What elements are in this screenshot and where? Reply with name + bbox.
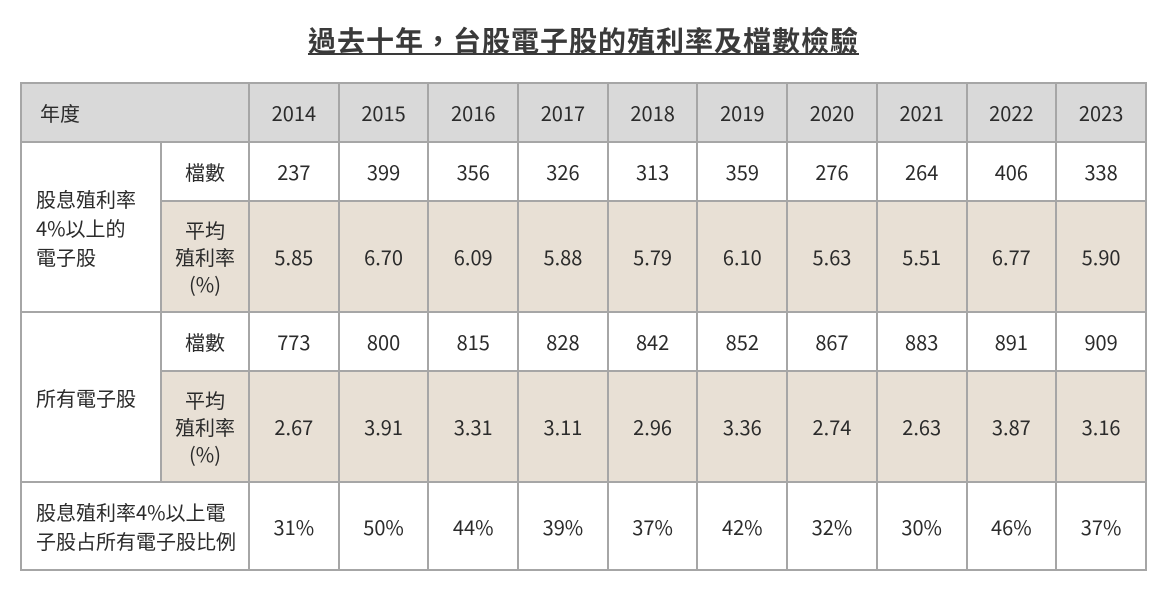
data-cell: 42% [697,482,787,570]
table-row: 股息殖利率4%以上電子股占所有電子股比例31%50%44%39%37%42%32… [21,482,1146,570]
table-row: 平均殖利率(%)5.856.706.095.885.796.105.635.51… [21,201,1146,312]
data-cell: 31% [249,482,339,570]
data-cell: 5.85 [249,201,339,312]
data-cell: 50% [339,482,429,570]
year-header: 2023 [1056,83,1146,142]
year-header: 2018 [608,83,698,142]
sub-count-label: 檔數 [161,142,249,201]
sub-count-label: 檔數 [161,312,249,371]
ratio-label: 股息殖利率4%以上電子股占所有電子股比例 [21,482,249,570]
data-cell: 909 [1056,312,1146,371]
data-cell: 399 [339,142,429,201]
table-row: 平均殖利率(%)2.673.913.313.112.963.362.742.63… [21,371,1146,482]
data-cell: 2.67 [249,371,339,482]
data-cell: 828 [518,312,608,371]
data-cell: 842 [608,312,698,371]
year-label: 年度 [21,83,249,142]
data-cell: 313 [608,142,698,201]
data-cell: 773 [249,312,339,371]
year-header: 2014 [249,83,339,142]
data-cell: 3.16 [1056,371,1146,482]
sub-yield-label: 平均殖利率(%) [161,371,249,482]
data-cell: 5.90 [1056,201,1146,312]
data-cell: 852 [697,312,787,371]
data-cell: 867 [787,312,877,371]
data-cell: 6.09 [428,201,518,312]
page-title: 過去十年，台股電子股的殖利率及檔數檢驗 [20,20,1147,60]
data-cell: 3.91 [339,371,429,482]
data-cell: 264 [877,142,967,201]
table-header-row: 年度20142015201620172018201920202021202220… [21,83,1146,142]
year-header: 2019 [697,83,787,142]
year-header: 2022 [967,83,1057,142]
table-row: 股息殖利率4%以上的電子股檔數2373993563263133592762644… [21,142,1146,201]
table-row: 所有電子股檔數773800815828842852867883891909 [21,312,1146,371]
data-cell: 6.10 [697,201,787,312]
data-cell: 39% [518,482,608,570]
data-cell: 338 [1056,142,1146,201]
year-header: 2020 [787,83,877,142]
data-cell: 406 [967,142,1057,201]
data-cell: 37% [1056,482,1146,570]
data-cell: 5.79 [608,201,698,312]
sub-yield-label: 平均殖利率(%) [161,201,249,312]
data-cell: 3.87 [967,371,1057,482]
data-cell: 276 [787,142,877,201]
data-cell: 5.63 [787,201,877,312]
data-cell: 3.36 [697,371,787,482]
data-cell: 356 [428,142,518,201]
data-cell: 30% [877,482,967,570]
data-cell: 2.74 [787,371,877,482]
data-cell: 5.51 [877,201,967,312]
year-header: 2015 [339,83,429,142]
group1-label: 股息殖利率4%以上的電子股 [21,142,161,312]
data-cell: 883 [877,312,967,371]
data-cell: 32% [787,482,877,570]
data-cell: 326 [518,142,608,201]
data-cell: 5.88 [518,201,608,312]
data-cell: 6.70 [339,201,429,312]
data-cell: 37% [608,482,698,570]
data-cell: 237 [249,142,339,201]
data-cell: 2.96 [608,371,698,482]
data-cell: 44% [428,482,518,570]
year-header: 2021 [877,83,967,142]
data-cell: 891 [967,312,1057,371]
data-cell: 2.63 [877,371,967,482]
data-cell: 800 [339,312,429,371]
data-table: 年度20142015201620172018201920202021202220… [20,82,1147,571]
data-cell: 3.11 [518,371,608,482]
group2-label: 所有電子股 [21,312,161,482]
data-cell: 3.31 [428,371,518,482]
data-cell: 815 [428,312,518,371]
data-cell: 6.77 [967,201,1057,312]
data-cell: 359 [697,142,787,201]
data-cell: 46% [967,482,1057,570]
year-header: 2017 [518,83,608,142]
year-header: 2016 [428,83,518,142]
